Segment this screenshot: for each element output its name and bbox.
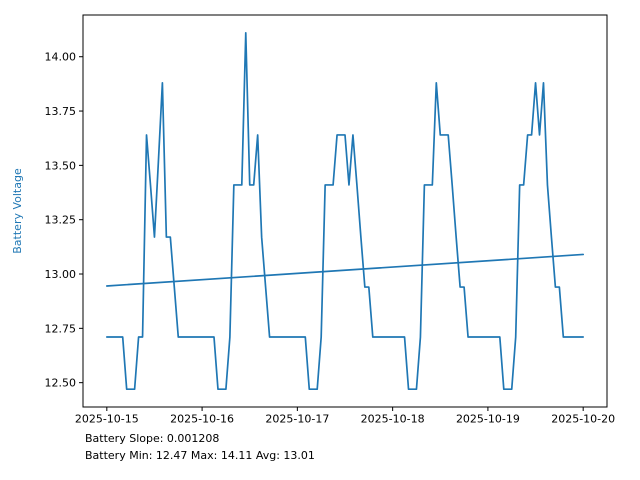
x-tick-label: 2025-10-15 [75, 413, 139, 426]
x-tick-label: 2025-10-17 [265, 413, 329, 426]
stats-annotation: Battery Min: 12.47 Max: 14.11 Avg: 13.01 [85, 449, 315, 462]
x-tick-label: 2025-10-18 [361, 413, 425, 426]
y-tick-label: 12.50 [45, 377, 77, 390]
slope-annotation: Battery Slope: 0.001208 [85, 432, 220, 445]
battery-voltage-line [105, 31, 585, 391]
y-tick-label: 13.25 [45, 214, 77, 227]
x-tick-label: 2025-10-20 [551, 413, 615, 426]
y-axis-label: Battery Voltage [11, 168, 24, 254]
x-tick-label: 2025-10-16 [170, 413, 234, 426]
y-tick-label: 14.00 [45, 51, 77, 64]
plot-border [82, 14, 608, 408]
y-tick-label: 12.75 [45, 322, 77, 335]
trend-line [105, 253, 585, 287]
x-tick-label: 2025-10-19 [456, 413, 520, 426]
y-tick-label: 13.00 [45, 268, 77, 281]
y-tick-label: 13.75 [45, 105, 77, 118]
y-tick-label: 13.50 [45, 159, 77, 172]
